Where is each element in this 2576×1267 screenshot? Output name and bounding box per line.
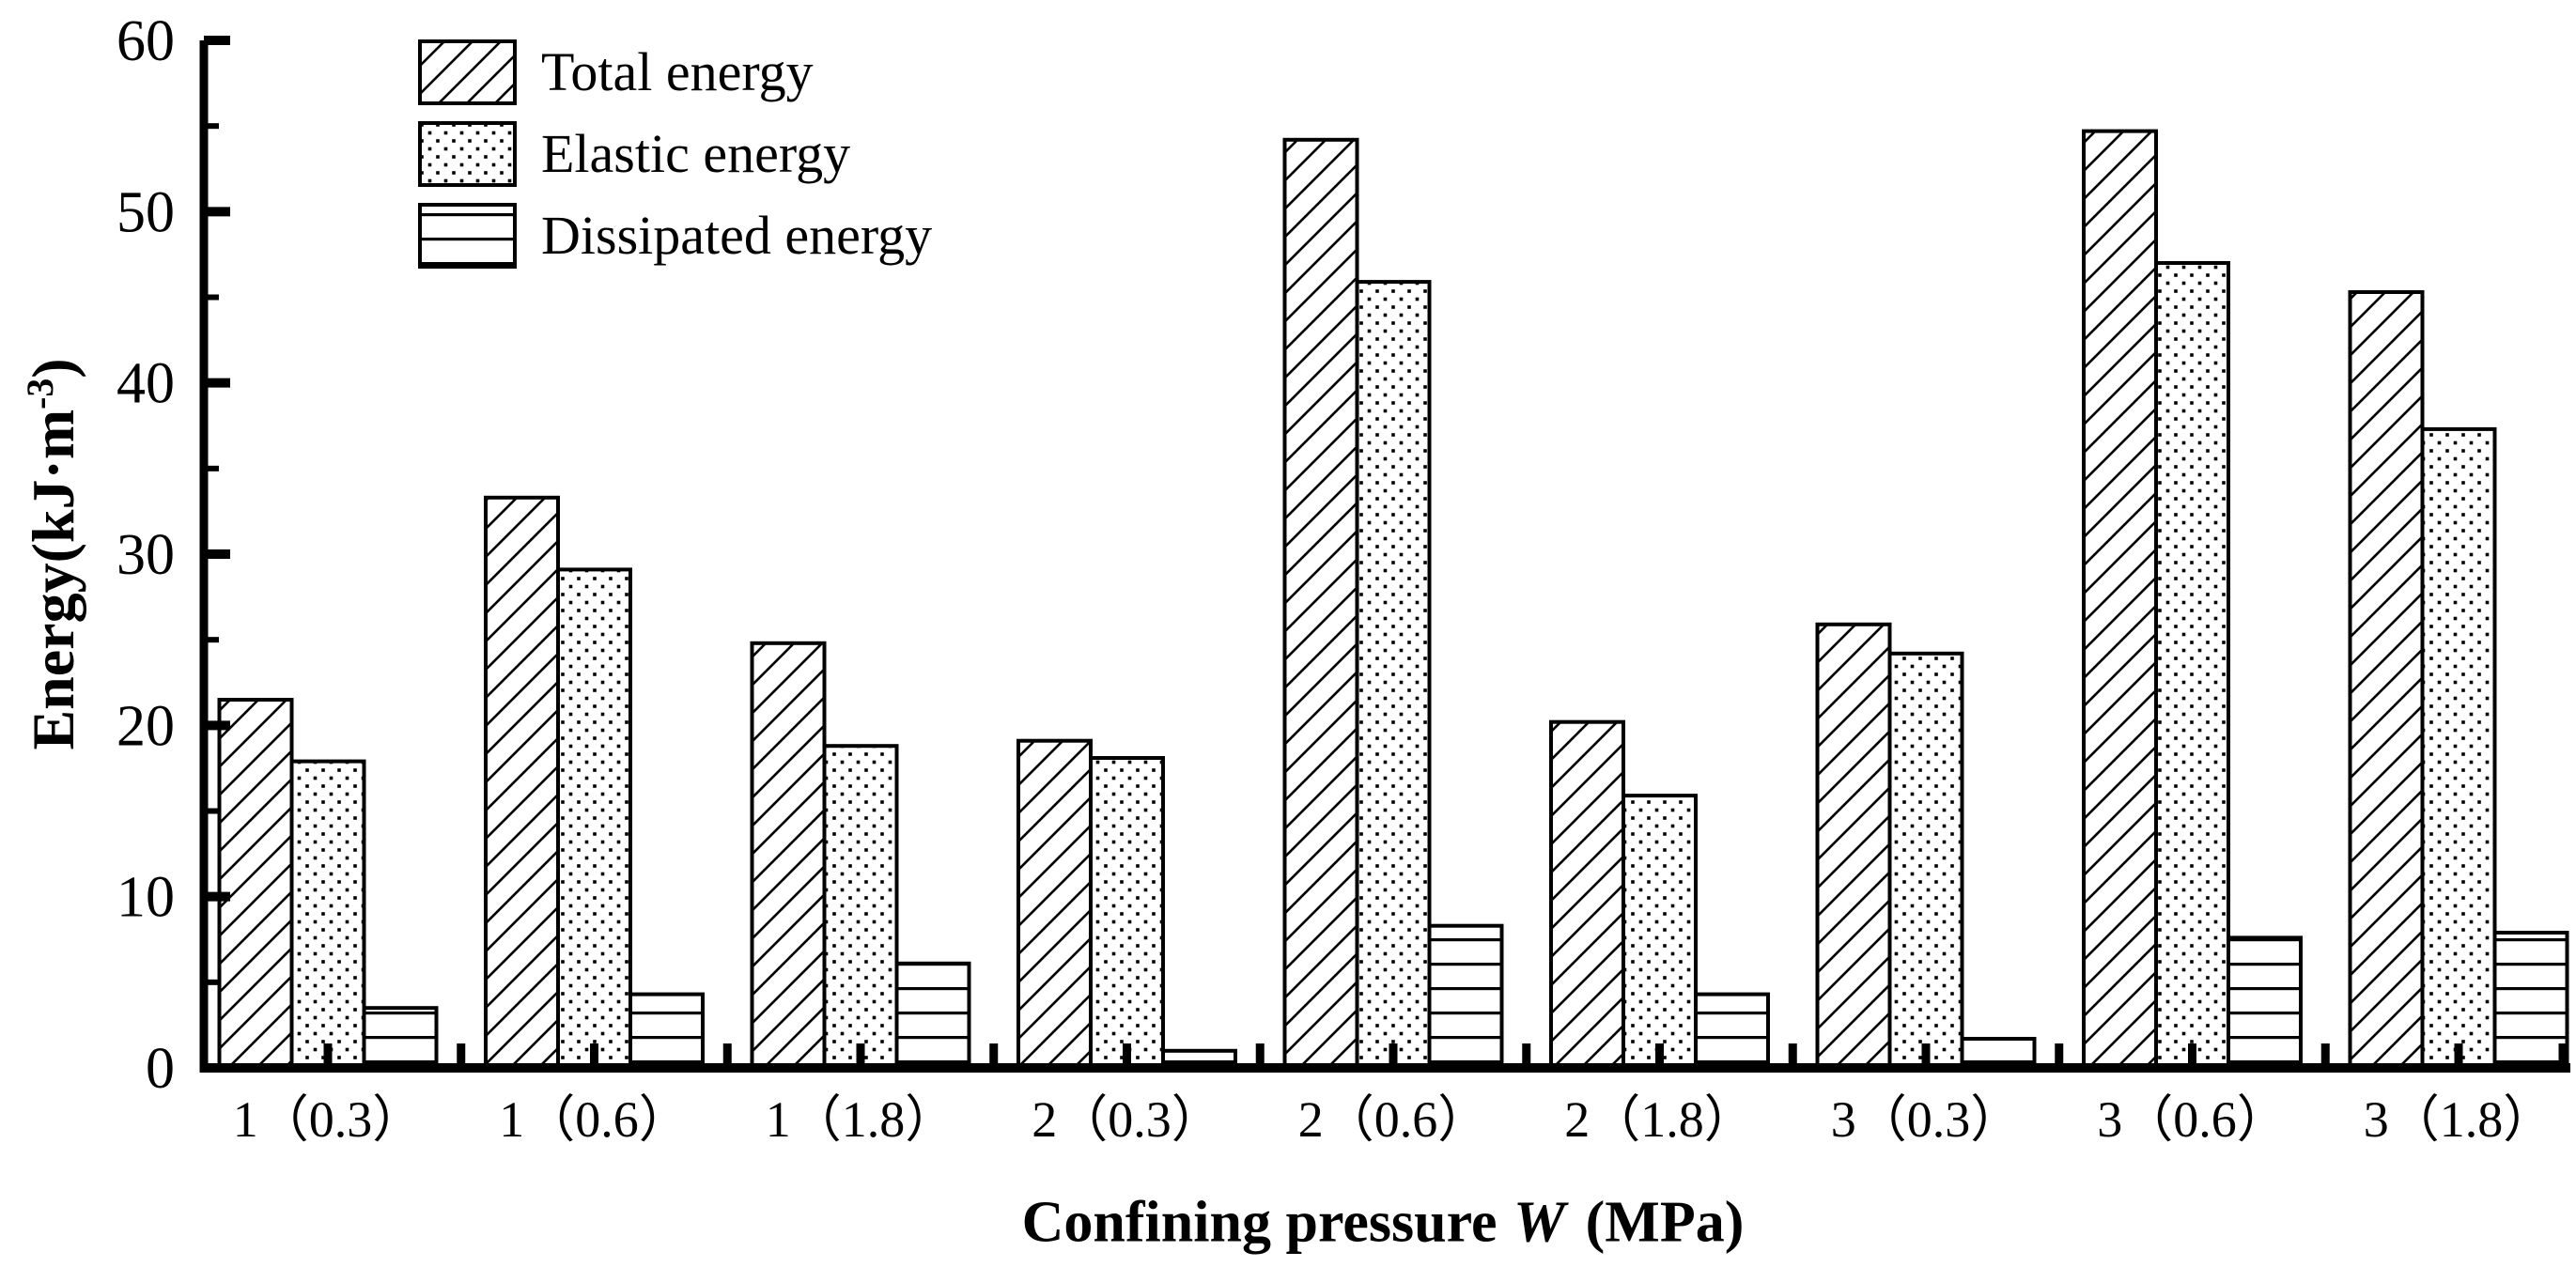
bar-horizontal-lines-group1 [362, 1006, 439, 1070]
bar-dots-group5 [1355, 280, 1432, 1071]
elastic-energy-swatch-rect [418, 121, 517, 187]
legend-label-elastic-energy: Elastic energy [541, 123, 851, 184]
legend-label-total-energy: Total energy [541, 41, 814, 102]
bar-dots-group9 [2420, 426, 2497, 1070]
dissipated-energy-swatch-icon [418, 203, 517, 269]
bar-diagonal-hatch-group8 [2082, 129, 2158, 1071]
x-tick-label: 3（1.8） [2364, 1091, 2554, 1148]
x-axis-title: Confining pressure W (MPa) [1022, 1190, 1745, 1257]
y-axis-title-suffix: ) [20, 358, 87, 379]
dissipated-energy-swatch-rect [418, 203, 517, 269]
legend-item-total-energy: Total energy [418, 39, 932, 105]
bar-dots-group1 [289, 759, 366, 1070]
total-energy-swatch-icon [418, 39, 517, 105]
y-tick-label: 40 [116, 352, 175, 416]
x-tick-label: 2（0.6） [1298, 1091, 1489, 1148]
axes-layer: 1（0.3） 1（0.6） 1（1.8） 2（0.3） 2（0.6） 2（1.8） 3（0.… [116, 9, 2570, 1148]
x-tick-label: 1（0.3） [233, 1091, 424, 1148]
x-tick-label: 3（0.6） [2097, 1091, 2288, 1148]
bar-dots-group8 [2154, 261, 2230, 1070]
bar-diagonal-hatch-group5 [1282, 137, 1359, 1071]
x-tick-label: 1（0.6） [499, 1091, 690, 1148]
bars-layer [217, 129, 2569, 1071]
y-tick-label: 20 [116, 694, 175, 758]
bar-horizontal-lines-group2 [628, 992, 705, 1070]
x-axis-title-prefix: Confining pressure [1021, 1190, 1513, 1255]
y-axis-title-superscript: -3 [19, 378, 61, 409]
bar-dots-group3 [822, 744, 899, 1070]
x-tick-label: 2（0.3） [1032, 1091, 1222, 1148]
bar-dots-group4 [1089, 756, 1165, 1070]
bar-horizontal-lines-group9 [2492, 931, 2569, 1070]
bar-horizontal-lines-group6 [1694, 992, 1770, 1070]
bar-diagonal-hatch-group4 [1016, 738, 1093, 1070]
bar-diagonal-hatch-group1 [217, 698, 294, 1070]
y-tick-label: 30 [116, 523, 175, 587]
bar-diagonal-hatch-group3 [750, 641, 827, 1070]
legend-label-dissipated-energy: Dissipated energy [541, 205, 933, 266]
bar-horizontal-lines-group3 [894, 961, 971, 1071]
bar-diagonal-hatch-group6 [1549, 719, 1625, 1070]
bar-dots-group7 [1887, 651, 1964, 1070]
bar-diagonal-hatch-group9 [2348, 290, 2425, 1070]
y-axis-title: Energy(kJ·m-3) [19, 358, 88, 749]
y-tick-label: 60 [116, 9, 175, 73]
y-tick-label: 0 [146, 1037, 175, 1101]
bar-horizontal-lines-group7 [1960, 1037, 2037, 1070]
y-axis-title-base: Energy(kJ·m [20, 409, 87, 750]
bar-diagonal-hatch-group7 [1815, 622, 1892, 1070]
bar-dots-group6 [1622, 794, 1698, 1070]
x-tick-label: 1（1.8） [766, 1091, 956, 1148]
x-axis-title-suffix: (MPa) [1571, 1190, 1745, 1255]
bar-diagonal-hatch-group2 [484, 495, 560, 1070]
y-tick-label: 50 [116, 180, 175, 244]
legend: Total energy Elastic energy Dissipated e… [418, 39, 932, 269]
x-tick-label: 3（0.3） [1831, 1091, 2022, 1148]
elastic-energy-swatch-icon [418, 121, 517, 187]
bar-dots-group2 [556, 567, 632, 1070]
x-axis-title-variable: W [1513, 1190, 1566, 1255]
legend-item-elastic-energy: Elastic energy [418, 121, 932, 187]
total-energy-swatch-rect [418, 39, 517, 105]
x-tick-label: 2（1.8） [1564, 1091, 1755, 1148]
y-tick-label: 10 [116, 866, 175, 930]
legend-item-dissipated-energy: Dissipated energy [418, 203, 932, 269]
bar-horizontal-lines-group8 [2227, 935, 2303, 1071]
bar-horizontal-lines-group5 [1427, 923, 1504, 1071]
